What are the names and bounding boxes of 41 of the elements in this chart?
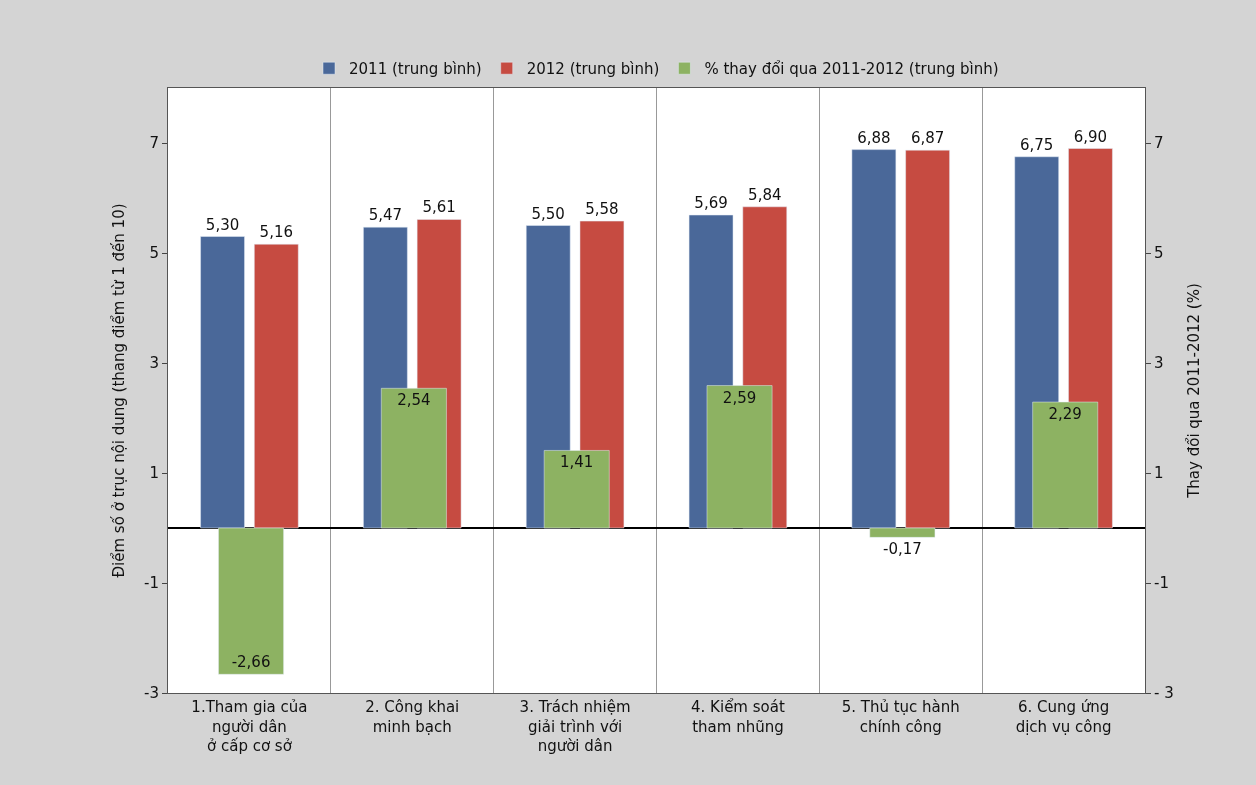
data-label: 6,87 [910, 129, 945, 148]
data-label: 5,47 [368, 206, 403, 225]
x-tick-label: 5. Thủ tục hành chính công [841, 698, 960, 736]
x-tick-label: 6. Cung ứng dịch vụ công [1015, 698, 1112, 736]
data-label: 5,61 [422, 198, 456, 217]
y2-tick-label: - 3 [1154, 684, 1174, 703]
legend-label: 2012 (trung bình) [526, 60, 660, 79]
y-tick-label: 7 [149, 134, 159, 153]
y-axis-title: Điểm số ở trục nội dung (thang điểm từ 1 đến 10) [110, 203, 129, 578]
x-tick-label: 4. Kiểm soát tham nhũng [691, 698, 785, 736]
legend-label: 2011 (trung bình) [349, 60, 482, 79]
y-tick-label: 3 [149, 354, 159, 373]
x-tick-label: 3. Trách nhiệm giải trình với người dân [519, 698, 631, 755]
y2-axis-title: Thay đổi qua 2011-2012 (%) [1184, 283, 1203, 499]
data-label: -0,17 [882, 540, 922, 559]
data-label: 6,75 [1020, 135, 1054, 154]
y2-tick-label: 1 [1154, 464, 1164, 483]
data-label: 6,90 [1073, 127, 1108, 146]
data-label: 5,84 [748, 185, 782, 204]
y2-tick-label: 5 [1154, 244, 1164, 263]
y-tick-label: -3 [144, 684, 159, 703]
data-label: 1,41 [560, 453, 594, 472]
y-tick-label: -1 [144, 574, 159, 593]
data-label: -2,66 [231, 653, 271, 672]
y-tick-label: 1 [149, 464, 159, 483]
y2-tick-label: 7 [1154, 134, 1164, 153]
x-tick-label: 1.Tham gia của người dân ở cấp cơ sở [191, 698, 308, 755]
data-label: 5,16 [259, 223, 293, 242]
data-label: 5,69 [694, 194, 728, 213]
legend-label: % thay đổi qua 2011-2012 (trung bình) [704, 60, 999, 79]
data-label: 5,50 [531, 204, 565, 223]
data-label: 6,88 [857, 128, 891, 147]
y-tick-label: 5 [149, 244, 159, 263]
data-label: 5,58 [585, 200, 619, 219]
x-tick-label: 2. Công khai minh bạch [365, 698, 460, 736]
data-label: 2,29 [1048, 405, 1082, 424]
data-label: 2,54 [397, 391, 431, 410]
data-label: 5,30 [205, 215, 240, 234]
y2-tick-label: -1 [1154, 574, 1169, 593]
data-label: 2,59 [722, 388, 757, 407]
y2-tick-label: 3 [1154, 354, 1164, 373]
